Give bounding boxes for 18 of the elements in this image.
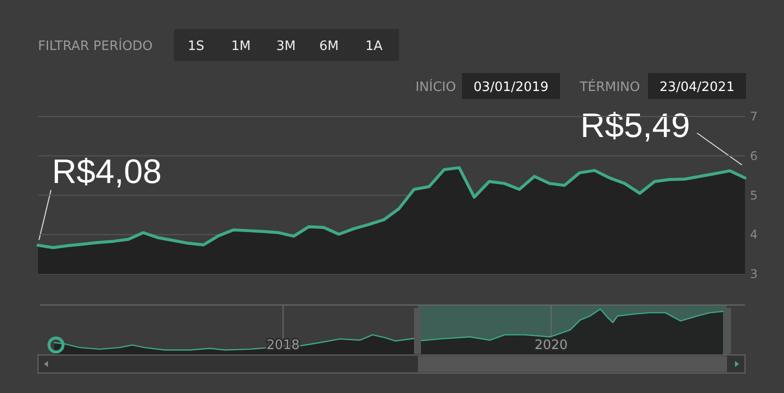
y-tick-label: 3: [750, 267, 758, 281]
text: FILTRAR PERÍODO: [38, 37, 153, 54]
y-tick-label: 6: [750, 148, 758, 163]
text: 6M: [319, 39, 339, 54]
x-tick-label: 2020: [534, 338, 568, 353]
text: 3M: [276, 39, 296, 54]
text: TÉRMINO: [578, 78, 640, 95]
text: 23/04/2021: [660, 80, 734, 95]
y-tick-label: 5: [750, 188, 758, 202]
text: 1M: [231, 39, 251, 54]
text: 1A: [365, 39, 383, 54]
text: 03/01/2019: [474, 80, 548, 95]
annotation: R$4,08: [52, 153, 162, 191]
y-tick-label: 4: [750, 228, 758, 242]
y-tick-label: 7: [750, 110, 758, 124]
text: INÍCIO: [415, 78, 456, 95]
text: 1S: [188, 39, 204, 54]
annotation: R$5,49: [580, 107, 690, 145]
